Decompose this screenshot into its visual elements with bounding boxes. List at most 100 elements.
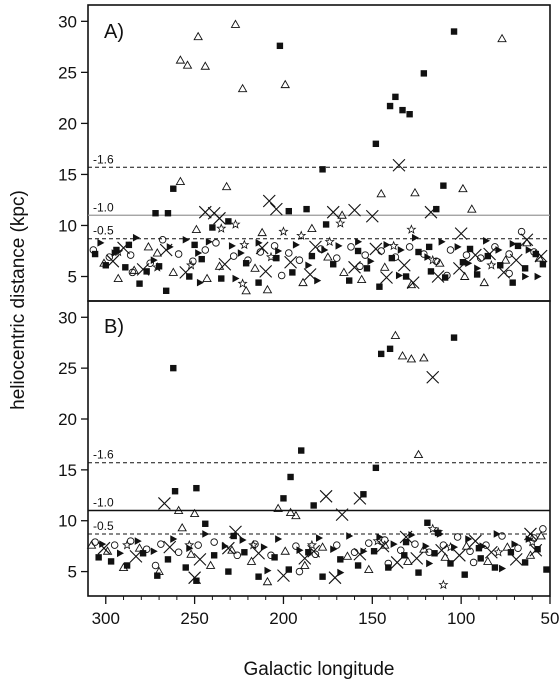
data-point-circle [432, 257, 441, 265]
data-point-arrow [275, 535, 283, 543]
data-point-square [255, 279, 262, 286]
data-point-arrow [221, 542, 229, 550]
data-point-arrow [116, 549, 124, 558]
data-point-cross [309, 240, 322, 254]
data-point-square [193, 484, 200, 492]
data-point-square [285, 207, 292, 215]
reference-line-label: -0.5 [93, 224, 114, 238]
data-point-triangle [479, 277, 490, 287]
data-point-triangle [406, 354, 417, 363]
data-point-square [337, 556, 344, 563]
data-point-square [322, 221, 330, 228]
panel-b-label: B) [104, 316, 124, 338]
data-point-arrow [275, 247, 283, 255]
data-point-cross [424, 205, 438, 219]
x-axis-title: Galactic longitude [243, 659, 394, 680]
data-point-square [122, 264, 129, 271]
data-point-triangle [534, 253, 545, 262]
y-tick-label: 10 [58, 216, 77, 235]
data-point-cross [284, 255, 297, 269]
data-point-square [209, 224, 216, 231]
data-point-cross [269, 202, 283, 216]
data-point-square [450, 28, 458, 35]
y-tick-label: 15 [58, 165, 77, 184]
data-point-triangle [182, 60, 193, 69]
data-point-square [303, 205, 310, 213]
data-point-cross [435, 543, 448, 557]
data-point-square [154, 572, 161, 579]
data-point-triangle [291, 510, 301, 520]
data-point-circle [267, 551, 275, 560]
data-point-circle [229, 252, 238, 260]
data-point-square [461, 571, 468, 578]
data-point-triangle [419, 353, 429, 362]
data-point-circle [350, 548, 359, 557]
data-point-triangle [397, 351, 408, 360]
panel-a-reference-lines: -1.6 -1.0 -0.5 [88, 152, 550, 240]
data-point-square [354, 562, 362, 569]
data-point-cross [369, 242, 383, 256]
data-point-square [171, 488, 179, 495]
data-point-square [139, 550, 147, 557]
data-point-cross [380, 271, 393, 284]
x-tick-label: 250 [180, 609, 208, 628]
data-point-triangle [339, 267, 349, 276]
data-point-triangle [337, 210, 347, 219]
data-point-circle [194, 541, 202, 549]
data-point-triangle [536, 531, 546, 540]
data-point-circle [91, 538, 99, 546]
data-point-square [363, 265, 371, 272]
data-point-triangle [191, 224, 202, 234]
data-point-square [91, 250, 99, 258]
data-point-cross [326, 205, 340, 219]
data-point-circle [517, 227, 526, 236]
panel-a-frame [87, 4, 551, 302]
data-point-triangle [419, 544, 429, 553]
data-point-arrow [292, 241, 300, 249]
data-point-circle [505, 269, 513, 278]
data-point-cross [348, 203, 361, 217]
data-point-circle [356, 262, 364, 271]
data-point-star [493, 546, 504, 557]
data-point-square [170, 364, 177, 372]
data-point-circle [469, 558, 478, 567]
data-point-square [289, 269, 296, 276]
data-point-square [441, 274, 449, 281]
data-point-square [143, 268, 150, 275]
data-point-triangle [435, 258, 445, 267]
data-point-circle [384, 559, 393, 568]
data-point-arrow [411, 233, 419, 242]
data-point-star [388, 240, 399, 251]
data-point-square [532, 250, 539, 258]
data-point-circle [505, 250, 513, 258]
data-point-square [372, 140, 380, 148]
data-point-arrow [202, 530, 210, 538]
data-point-square [431, 550, 438, 557]
data-point-circle [333, 541, 341, 549]
data-point-square [230, 532, 237, 540]
data-point-triangle [230, 19, 241, 28]
data-point-cross [213, 211, 226, 225]
data-point-arrow [260, 543, 268, 551]
data-point-arrow [232, 274, 240, 283]
data-point-circle [277, 271, 286, 280]
data-point-square [491, 564, 499, 571]
data-point-triangle [177, 522, 187, 532]
data-point-arrow [99, 540, 107, 548]
data-point-circle [256, 248, 265, 256]
y-tick-label: 25 [58, 359, 77, 378]
data-point-star [445, 541, 456, 552]
x-tick-label: 50 [541, 609, 560, 628]
x-axis: 300 250 200 150 100 50 [92, 596, 560, 628]
data-point-triangle [134, 543, 145, 552]
x-tick-label: 300 [92, 609, 120, 628]
data-point-arrow [383, 241, 391, 249]
data-point-square [401, 552, 408, 559]
data-point-arrow [182, 235, 190, 244]
data-point-triangle [497, 33, 507, 43]
data-point-circle [453, 533, 462, 541]
data-point-arrow [205, 238, 213, 246]
data-point-triangle [168, 267, 179, 276]
data-point-arrow [166, 243, 174, 251]
data-point-cross [158, 497, 171, 510]
